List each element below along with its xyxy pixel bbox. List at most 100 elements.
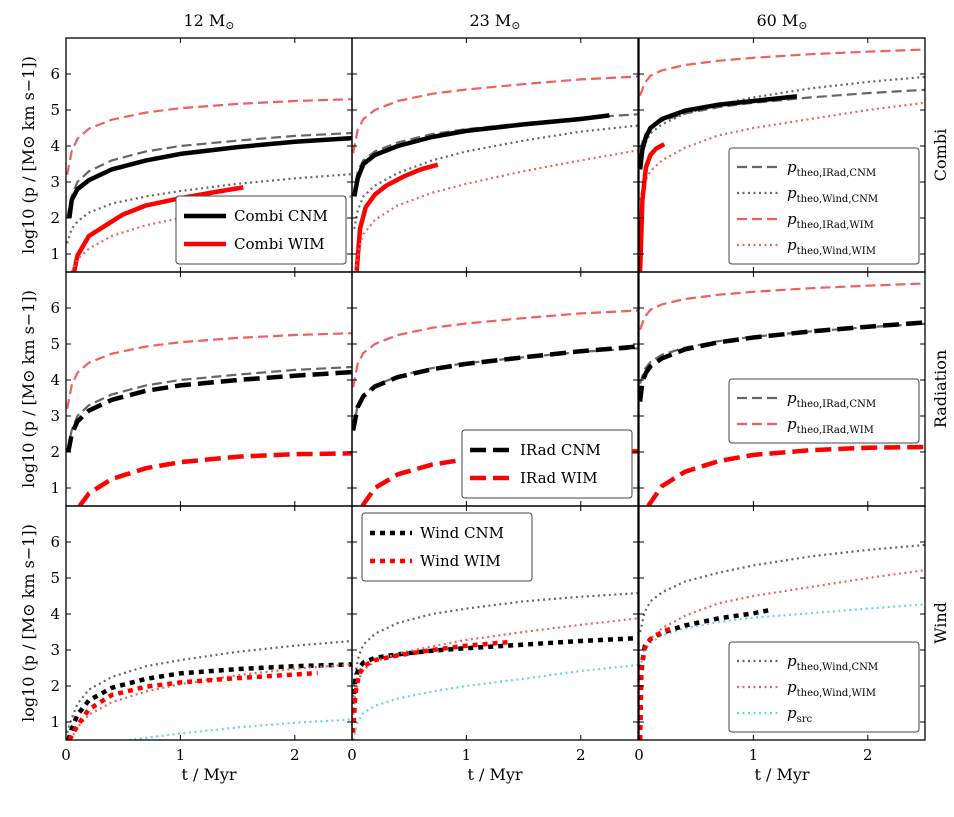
x-tick-label: 2 <box>576 746 586 764</box>
y-tick-label: 6 <box>50 533 60 551</box>
legend: ptheo,IRad,CNM ptheo,Wind,CNM ptheo,IRad,W… <box>728 147 920 265</box>
y-axis-label: log10 (p / [M⊙ km s−1]) <box>19 524 38 722</box>
legend: ptheo,Wind,CNM ptheo,Wind,WIM psrc <box>728 641 920 733</box>
series-line <box>639 625 675 740</box>
series-line <box>66 639 352 734</box>
y-axis-label: log10 (p / [M⊙ km s−1]) <box>19 290 38 488</box>
series-line <box>639 603 925 669</box>
panel-frame <box>65 271 353 507</box>
panel-1-0: 1 2 3 4 5 6 <box>50 271 353 507</box>
y-tick-label: 3 <box>50 173 60 191</box>
legend: Wind CNM Wind WIM <box>361 512 533 582</box>
legend-label: psrc <box>787 704 813 725</box>
y-tick-label: 4 <box>50 605 60 623</box>
panel-2-1: 0 1 2 Wind CNM Wind WIM <box>347 505 639 764</box>
y-tick-label: 5 <box>50 335 60 353</box>
series-line <box>67 135 352 219</box>
y-tick-label: 2 <box>50 677 60 695</box>
legend-box <box>728 641 920 733</box>
series-line <box>352 75 638 154</box>
series-line <box>77 451 352 506</box>
y-tick-label: 1 <box>50 245 60 263</box>
y-tick-label: 5 <box>50 101 60 119</box>
panel-frame <box>351 37 639 273</box>
panel-0-0: 1 2 3 4 5 6 Combi CNM Combi WIM <box>50 37 353 273</box>
series-line <box>66 332 352 410</box>
legend-box <box>728 378 920 444</box>
series-line <box>639 569 925 669</box>
legend-label: ptheo,Wind,CNM <box>787 184 878 205</box>
legend-label: IRad CNM <box>520 441 601 459</box>
y-tick-label: 3 <box>50 641 60 659</box>
row-title: Combi <box>931 129 950 181</box>
legend-label: ptheo,IRad,WIM <box>787 415 874 436</box>
y-tick-label: 4 <box>50 371 60 389</box>
column-title: 23 M⊙ <box>469 11 520 32</box>
legend-label: ptheo,IRad,WIM <box>787 210 874 231</box>
x-tick-label: 0 <box>61 746 71 764</box>
legend-box <box>728 147 920 265</box>
series-line <box>354 162 439 272</box>
series-line <box>639 543 925 633</box>
y-tick-label: 2 <box>50 209 60 227</box>
series-line <box>352 113 610 197</box>
legend-box <box>461 429 633 499</box>
legend-label: Wind CNM <box>420 524 504 542</box>
series-line <box>128 718 352 740</box>
series-line <box>639 142 666 272</box>
y-tick-label: 6 <box>50 299 60 317</box>
series-line <box>352 617 638 715</box>
y-axis-label: log10 (p / [M⊙ km s−1]) <box>19 56 38 254</box>
x-tick-label: 2 <box>863 746 873 764</box>
series-line <box>66 365 352 453</box>
column-title: 12 M⊙ <box>183 11 234 32</box>
panel-0-2: ptheo,IRad,CNM ptheo,Wind,CNM ptheo,IRad,W… <box>638 37 926 273</box>
y-tick-label: 2 <box>50 443 60 461</box>
y-tick-label: 3 <box>50 407 60 425</box>
row-title: Wind <box>931 602 950 644</box>
series-line <box>639 94 798 170</box>
legend-label: ptheo,IRad,CNM <box>787 158 876 179</box>
panel-frame <box>638 505 926 741</box>
series-line <box>360 449 638 506</box>
legend-label: ptheo,IRad,CNM <box>787 389 876 410</box>
series-line <box>353 124 638 230</box>
series-line <box>352 639 509 733</box>
panel-1-1: IRad CNM IRad WIM <box>351 271 639 507</box>
x-tick-label: 1 <box>176 746 186 764</box>
x-tick-label: 1 <box>462 746 472 764</box>
series-line <box>66 98 352 176</box>
x-tick-label: 0 <box>347 746 357 764</box>
panel-1-2: ptheo,IRad,CNM ptheo,IRad,WIM <box>638 271 926 507</box>
x-axis-label: t / Myr <box>181 765 236 784</box>
series-line <box>67 670 318 740</box>
y-tick-label: 6 <box>50 65 60 83</box>
row-title: Radiation <box>931 350 950 428</box>
panel-0-1 <box>351 37 639 273</box>
legend-box <box>175 195 347 265</box>
series-line <box>71 185 244 272</box>
series-line <box>639 320 925 402</box>
y-tick-label: 1 <box>50 713 60 731</box>
series-line <box>352 592 638 697</box>
x-tick-label: 2 <box>290 746 300 764</box>
series-line <box>66 369 352 453</box>
x-axis-label: t / Myr <box>754 765 809 784</box>
legend-box <box>361 512 533 582</box>
panel-2-2: 0 1 2 ptheo,Wind,CNM ptheo,Wind,WIM psrc <box>634 505 926 764</box>
series-line <box>66 131 352 219</box>
panel-frame <box>65 505 353 741</box>
legend: IRad CNM IRad WIM <box>461 429 633 499</box>
legend-label: Combi WIM <box>234 235 325 253</box>
legend: Combi CNM Combi WIM <box>175 195 347 265</box>
legend-label: ptheo,Wind,WIM <box>787 678 876 699</box>
series-line <box>639 48 925 96</box>
series-line <box>639 101 925 201</box>
y-tick-label: 5 <box>50 569 60 587</box>
x-tick-label: 1 <box>749 746 759 764</box>
series-line <box>354 149 638 272</box>
series-line <box>352 664 638 740</box>
legend: ptheo,IRad,CNM ptheo,IRad,WIM <box>728 378 920 444</box>
